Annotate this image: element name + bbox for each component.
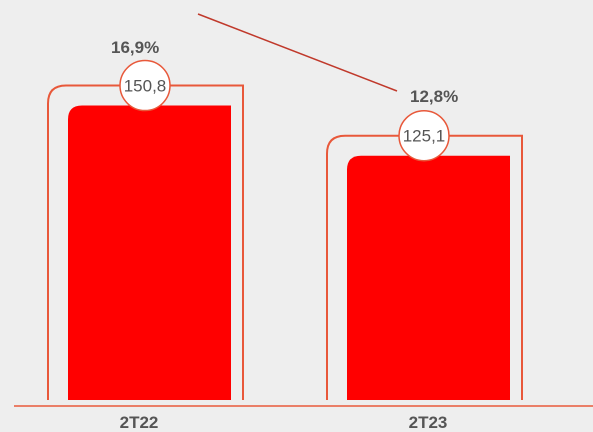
value-badge-2t22 xyxy=(119,59,171,112)
bar-frame-2t23 xyxy=(326,134,523,400)
category-label-2t23: 2T23 xyxy=(409,413,448,432)
bar-2t23 xyxy=(347,155,510,400)
ratio-label-2t23: 12,8% xyxy=(410,87,458,106)
value-label-2t23: 125,1 xyxy=(403,127,446,146)
trend-line xyxy=(197,13,398,92)
value-label-2t22: 150,8 xyxy=(124,77,167,96)
bar-2t22 xyxy=(68,105,231,401)
category-label-2t22: 2T22 xyxy=(120,413,159,432)
ratio-label-2t22: 16,9% xyxy=(111,38,159,57)
bars-group: 150,8 125,1 xyxy=(47,59,523,401)
bar-frame-2t22 xyxy=(47,84,244,400)
value-badge-2t23 xyxy=(398,109,450,162)
